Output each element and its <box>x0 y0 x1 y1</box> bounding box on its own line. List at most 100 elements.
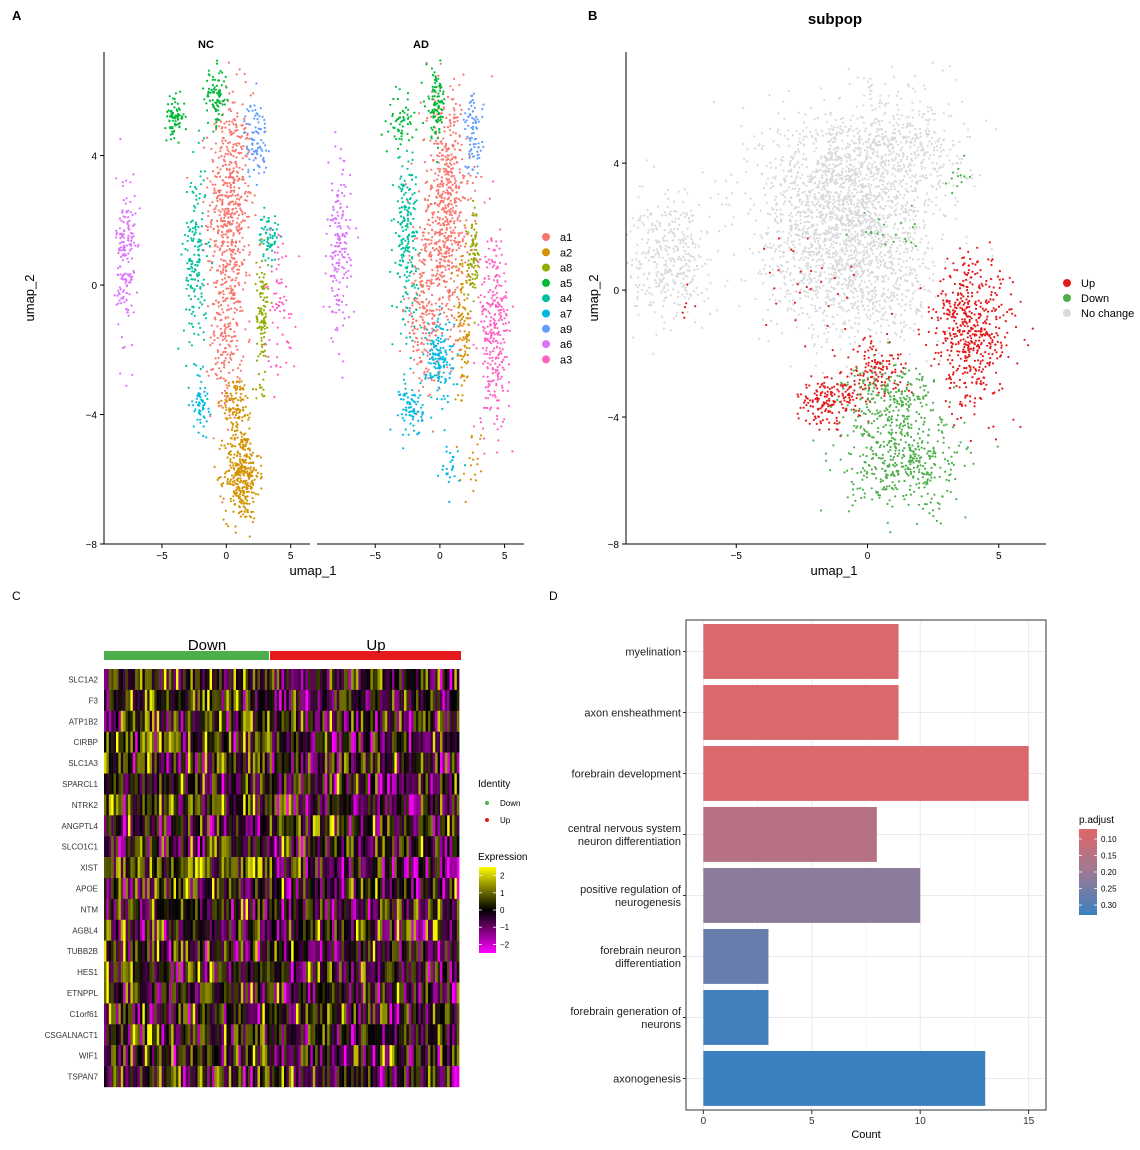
point-a9 <box>254 126 257 129</box>
point-a1 <box>436 178 439 181</box>
point-a3 <box>484 337 487 340</box>
point-a6 <box>334 233 337 237</box>
point-a6 <box>341 214 344 217</box>
point-a1 <box>426 223 429 226</box>
point-a3 <box>469 317 472 320</box>
point-a4 <box>390 249 393 252</box>
point-a7 <box>413 412 416 415</box>
point-a1 <box>437 231 440 234</box>
point-a1 <box>218 198 222 201</box>
point-a1 <box>451 88 454 91</box>
point-a1 <box>226 309 229 312</box>
point-a1 <box>209 344 212 347</box>
point-a7 <box>200 380 203 383</box>
point-nochange <box>776 143 779 146</box>
legend-label-a1: a1 <box>560 232 572 244</box>
point-a1 <box>236 193 239 196</box>
point-a2 <box>231 480 235 483</box>
point-nochange <box>747 212 750 215</box>
point-a8 <box>260 329 263 332</box>
point-a1 <box>448 294 451 297</box>
point-a4 <box>191 260 194 263</box>
point-a7 <box>442 346 445 350</box>
point-a1 <box>418 294 421 297</box>
point-a1 <box>226 224 229 227</box>
point-a2 <box>240 499 243 502</box>
point-a5 <box>207 69 210 72</box>
point-a6 <box>117 273 120 277</box>
point-a1 <box>241 263 244 266</box>
point-a1 <box>450 98 453 101</box>
point-a5 <box>170 111 173 114</box>
point-nochange <box>798 200 801 203</box>
point-a2 <box>236 404 239 407</box>
point-a5 <box>437 92 440 95</box>
point-a1 <box>423 328 426 331</box>
point-a1 <box>422 343 425 346</box>
point-a3 <box>497 331 500 335</box>
point-a5 <box>392 97 395 101</box>
point-a5 <box>211 78 214 81</box>
point-a3 <box>285 255 288 258</box>
point-a4 <box>413 286 416 289</box>
point-a2 <box>236 450 239 453</box>
point-a2 <box>224 406 227 409</box>
point-a7 <box>442 364 446 367</box>
point-a6 <box>115 303 118 306</box>
point-a6 <box>128 249 132 252</box>
point-a7 <box>198 375 201 378</box>
point-a4 <box>199 240 202 243</box>
point-a1 <box>451 291 454 294</box>
point-nochange <box>883 226 886 229</box>
point-a7 <box>396 414 399 417</box>
point-a3 <box>505 314 508 317</box>
point-a9 <box>254 130 258 133</box>
point-a1 <box>443 241 446 244</box>
point-a6 <box>127 239 130 242</box>
point-a4 <box>192 237 195 240</box>
point-a1 <box>201 139 204 142</box>
point-a5 <box>437 99 440 102</box>
point-a4 <box>202 284 205 287</box>
point-a8 <box>256 273 259 276</box>
panel-label-d: D <box>549 589 558 603</box>
point-a1 <box>223 219 227 223</box>
point-a3 <box>493 394 496 397</box>
point-a2 <box>225 408 228 411</box>
point-a6 <box>337 221 340 225</box>
umap-cluster-panel: NC AD −8−404−5 0 5 −5 0 5 umap_1 umap_2 a1a2a… <box>22 39 572 578</box>
point-a3 <box>493 322 496 325</box>
point-a6 <box>130 237 133 240</box>
point-a1 <box>445 210 449 213</box>
point-a6 <box>131 257 134 260</box>
point-nochange <box>773 198 776 201</box>
point-a7 <box>389 428 392 431</box>
point-a8 <box>467 274 470 277</box>
point-a4 <box>189 284 193 287</box>
point-a1 <box>434 219 437 223</box>
point-a1 <box>434 334 437 337</box>
point-a7 <box>196 418 199 421</box>
point-a1 <box>418 377 421 380</box>
point-a2 <box>229 453 232 456</box>
point-a4 <box>208 245 211 248</box>
point-a1 <box>447 158 450 161</box>
point-nochange <box>908 162 911 165</box>
point-a3 <box>472 343 475 346</box>
point-a1 <box>230 336 233 339</box>
point-a2 <box>235 482 238 486</box>
point-a1 <box>248 137 251 140</box>
point-a1 <box>440 308 443 311</box>
point-a6 <box>129 181 132 184</box>
point-a4 <box>265 220 269 223</box>
point-a9 <box>249 105 252 108</box>
point-a1 <box>474 189 477 192</box>
point-a4 <box>193 209 196 212</box>
point-a2 <box>243 465 246 469</box>
point-a4 <box>273 234 276 237</box>
point-a4 <box>198 254 201 257</box>
point-a4 <box>200 225 203 228</box>
point-a4 <box>267 242 270 245</box>
point-a5 <box>439 118 442 121</box>
point-a9 <box>244 131 247 134</box>
